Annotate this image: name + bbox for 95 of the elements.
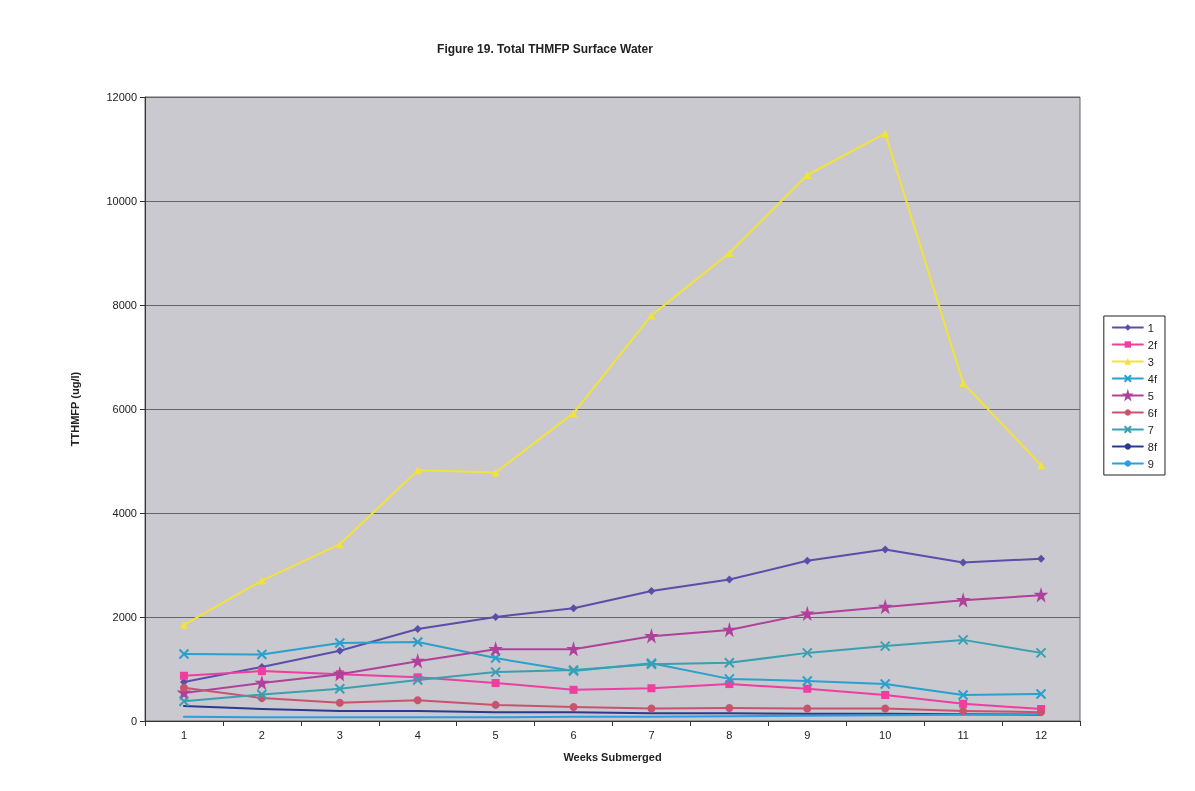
point: [801, 647, 813, 659]
point: [881, 545, 890, 554]
legend-label: 7: [1147, 423, 1154, 436]
point: [957, 634, 969, 646]
x-tick-label: 12: [1034, 728, 1048, 741]
y-tick-label: 2000: [112, 611, 137, 623]
point: [413, 624, 422, 633]
x-tick-label: 1: [180, 728, 188, 741]
legend-label: 1: [1147, 321, 1154, 334]
legend-label: 6f: [1147, 406, 1158, 419]
point: [491, 679, 500, 688]
y-tick-label: 6000: [112, 403, 137, 415]
point: [803, 704, 812, 713]
point: [178, 695, 190, 707]
legend-label: 9: [1147, 457, 1154, 470]
point: [334, 683, 346, 695]
x-tick-label: 2: [258, 728, 265, 741]
x-tick-label: 6: [570, 728, 577, 741]
point: [256, 688, 268, 700]
point: [569, 702, 578, 711]
point: [335, 646, 344, 655]
point: [179, 620, 188, 629]
x-tick-label: 8: [726, 728, 733, 741]
point: [334, 637, 346, 649]
point: [1035, 688, 1047, 700]
point: [959, 707, 968, 716]
legend-label: 3: [1147, 355, 1154, 368]
x-tick-label: 7: [648, 728, 655, 741]
point: [725, 704, 734, 712]
legend-label: 8f: [1147, 440, 1158, 453]
y-tick-label: 4000: [112, 507, 137, 519]
point: [647, 704, 656, 713]
point: [257, 667, 266, 676]
point: [1037, 461, 1046, 470]
point: [335, 698, 344, 707]
point: [490, 652, 502, 664]
point: [801, 675, 813, 687]
point: [410, 653, 425, 669]
x-axis-title: Weeks Submerged: [563, 750, 662, 763]
point: [879, 640, 891, 652]
point: [1035, 647, 1047, 659]
point: [957, 689, 969, 701]
point: [803, 171, 812, 179]
point: [413, 696, 422, 705]
point: [178, 648, 190, 660]
y-tick-label: 10000: [106, 195, 137, 207]
point: [254, 675, 269, 690]
point: [879, 678, 891, 690]
point: [256, 648, 268, 660]
y-axis-title: TTHMFP (ug/l): [68, 371, 81, 447]
point: [725, 575, 734, 584]
chart-title: Figure 19. Total THMFP Surface Water: [437, 42, 654, 56]
x-tick-label: 3: [336, 728, 343, 741]
point: [569, 604, 578, 613]
point: [723, 673, 735, 685]
point: [881, 691, 890, 699]
x-tick-label: 10: [879, 728, 892, 741]
point: [412, 674, 424, 686]
point: [644, 628, 659, 644]
x-tick-label: 11: [957, 728, 969, 741]
point: [1037, 554, 1046, 563]
legend-label: 4f: [1147, 372, 1158, 385]
point: [723, 657, 735, 669]
point: [647, 311, 656, 320]
x-tick-label: 4: [414, 728, 421, 741]
point: [725, 249, 734, 257]
point: [647, 587, 656, 595]
point: [490, 666, 502, 678]
point: [257, 576, 266, 585]
point: [959, 699, 968, 708]
x-tick-label: 5: [492, 728, 499, 741]
y-tick-label: 0: [130, 715, 137, 727]
point: [1034, 587, 1048, 603]
y-tick-label: 8000: [112, 299, 137, 311]
point: [179, 671, 188, 680]
point: [179, 683, 188, 692]
point: [491, 700, 500, 709]
point: [647, 684, 656, 693]
point: [803, 556, 812, 565]
point: [956, 592, 971, 608]
point: [569, 409, 578, 418]
x-tick-label: 9: [804, 728, 811, 741]
point: [803, 684, 812, 693]
point: [491, 613, 500, 621]
point: [959, 379, 968, 387]
point: [959, 558, 968, 567]
point: [878, 599, 893, 615]
point: [412, 636, 424, 648]
point: [881, 704, 890, 713]
point: [569, 685, 578, 694]
y-tick-label: 12000: [106, 91, 137, 103]
legend-label: 5: [1147, 389, 1154, 402]
legend-label: 2f: [1147, 338, 1158, 351]
point: [566, 641, 580, 657]
point: [488, 641, 503, 657]
